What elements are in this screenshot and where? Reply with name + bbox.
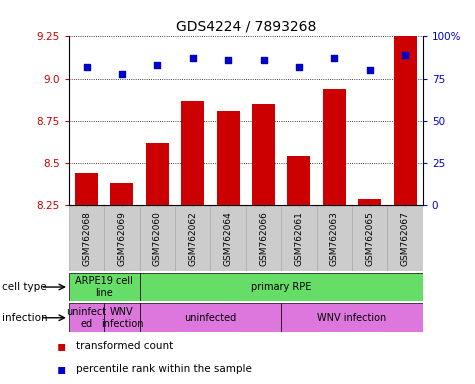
- Bar: [210, 206, 246, 271]
- Bar: [140, 273, 423, 301]
- Bar: [146, 143, 169, 205]
- Bar: [394, 36, 417, 205]
- Text: GSM762068: GSM762068: [82, 211, 91, 266]
- Text: primary RPE: primary RPE: [251, 282, 312, 292]
- Point: [260, 57, 267, 63]
- Text: GSM762066: GSM762066: [259, 211, 268, 266]
- Bar: [323, 89, 346, 205]
- Bar: [140, 303, 281, 332]
- Point: [189, 55, 197, 61]
- Text: GSM762062: GSM762062: [188, 211, 197, 266]
- Bar: [281, 206, 317, 271]
- Text: ▪: ▪: [57, 362, 67, 376]
- Bar: [140, 206, 175, 271]
- Text: GSM762063: GSM762063: [330, 211, 339, 266]
- Point: [366, 67, 373, 73]
- Text: transformed count: transformed count: [76, 341, 173, 351]
- Bar: [388, 206, 423, 271]
- Text: GSM762060: GSM762060: [153, 211, 162, 266]
- Point: [118, 71, 126, 77]
- Point: [401, 52, 409, 58]
- Text: GSM762067: GSM762067: [400, 211, 409, 266]
- Bar: [111, 184, 133, 205]
- Bar: [358, 199, 381, 205]
- Text: infection: infection: [2, 313, 48, 323]
- Text: GSM762065: GSM762065: [365, 211, 374, 266]
- Text: GSM762069: GSM762069: [117, 211, 126, 266]
- Text: ▪: ▪: [57, 339, 67, 353]
- Point: [295, 64, 303, 70]
- Bar: [246, 206, 281, 271]
- Text: GSM762061: GSM762061: [294, 211, 304, 266]
- Bar: [104, 206, 140, 271]
- Bar: [287, 156, 310, 205]
- Text: uninfected: uninfected: [184, 313, 237, 323]
- Bar: [352, 206, 388, 271]
- Bar: [104, 303, 140, 332]
- Point: [153, 62, 161, 68]
- Bar: [316, 206, 352, 271]
- Bar: [75, 173, 98, 205]
- Text: uninfect
ed: uninfect ed: [66, 307, 106, 329]
- Bar: [175, 206, 210, 271]
- Text: percentile rank within the sample: percentile rank within the sample: [76, 364, 252, 374]
- Bar: [69, 206, 104, 271]
- Bar: [252, 104, 275, 205]
- Bar: [181, 101, 204, 205]
- Bar: [69, 273, 140, 301]
- Bar: [217, 111, 239, 205]
- Text: cell type: cell type: [2, 282, 47, 292]
- Text: WNV infection: WNV infection: [317, 313, 387, 323]
- Bar: [69, 303, 104, 332]
- Bar: [281, 303, 423, 332]
- Title: GDS4224 / 7893268: GDS4224 / 7893268: [176, 20, 316, 34]
- Text: ARPE19 cell
line: ARPE19 cell line: [76, 276, 133, 298]
- Text: GSM762064: GSM762064: [224, 211, 233, 266]
- Text: WNV
infection: WNV infection: [101, 307, 143, 329]
- Point: [331, 55, 338, 61]
- Point: [83, 64, 90, 70]
- Point: [224, 57, 232, 63]
